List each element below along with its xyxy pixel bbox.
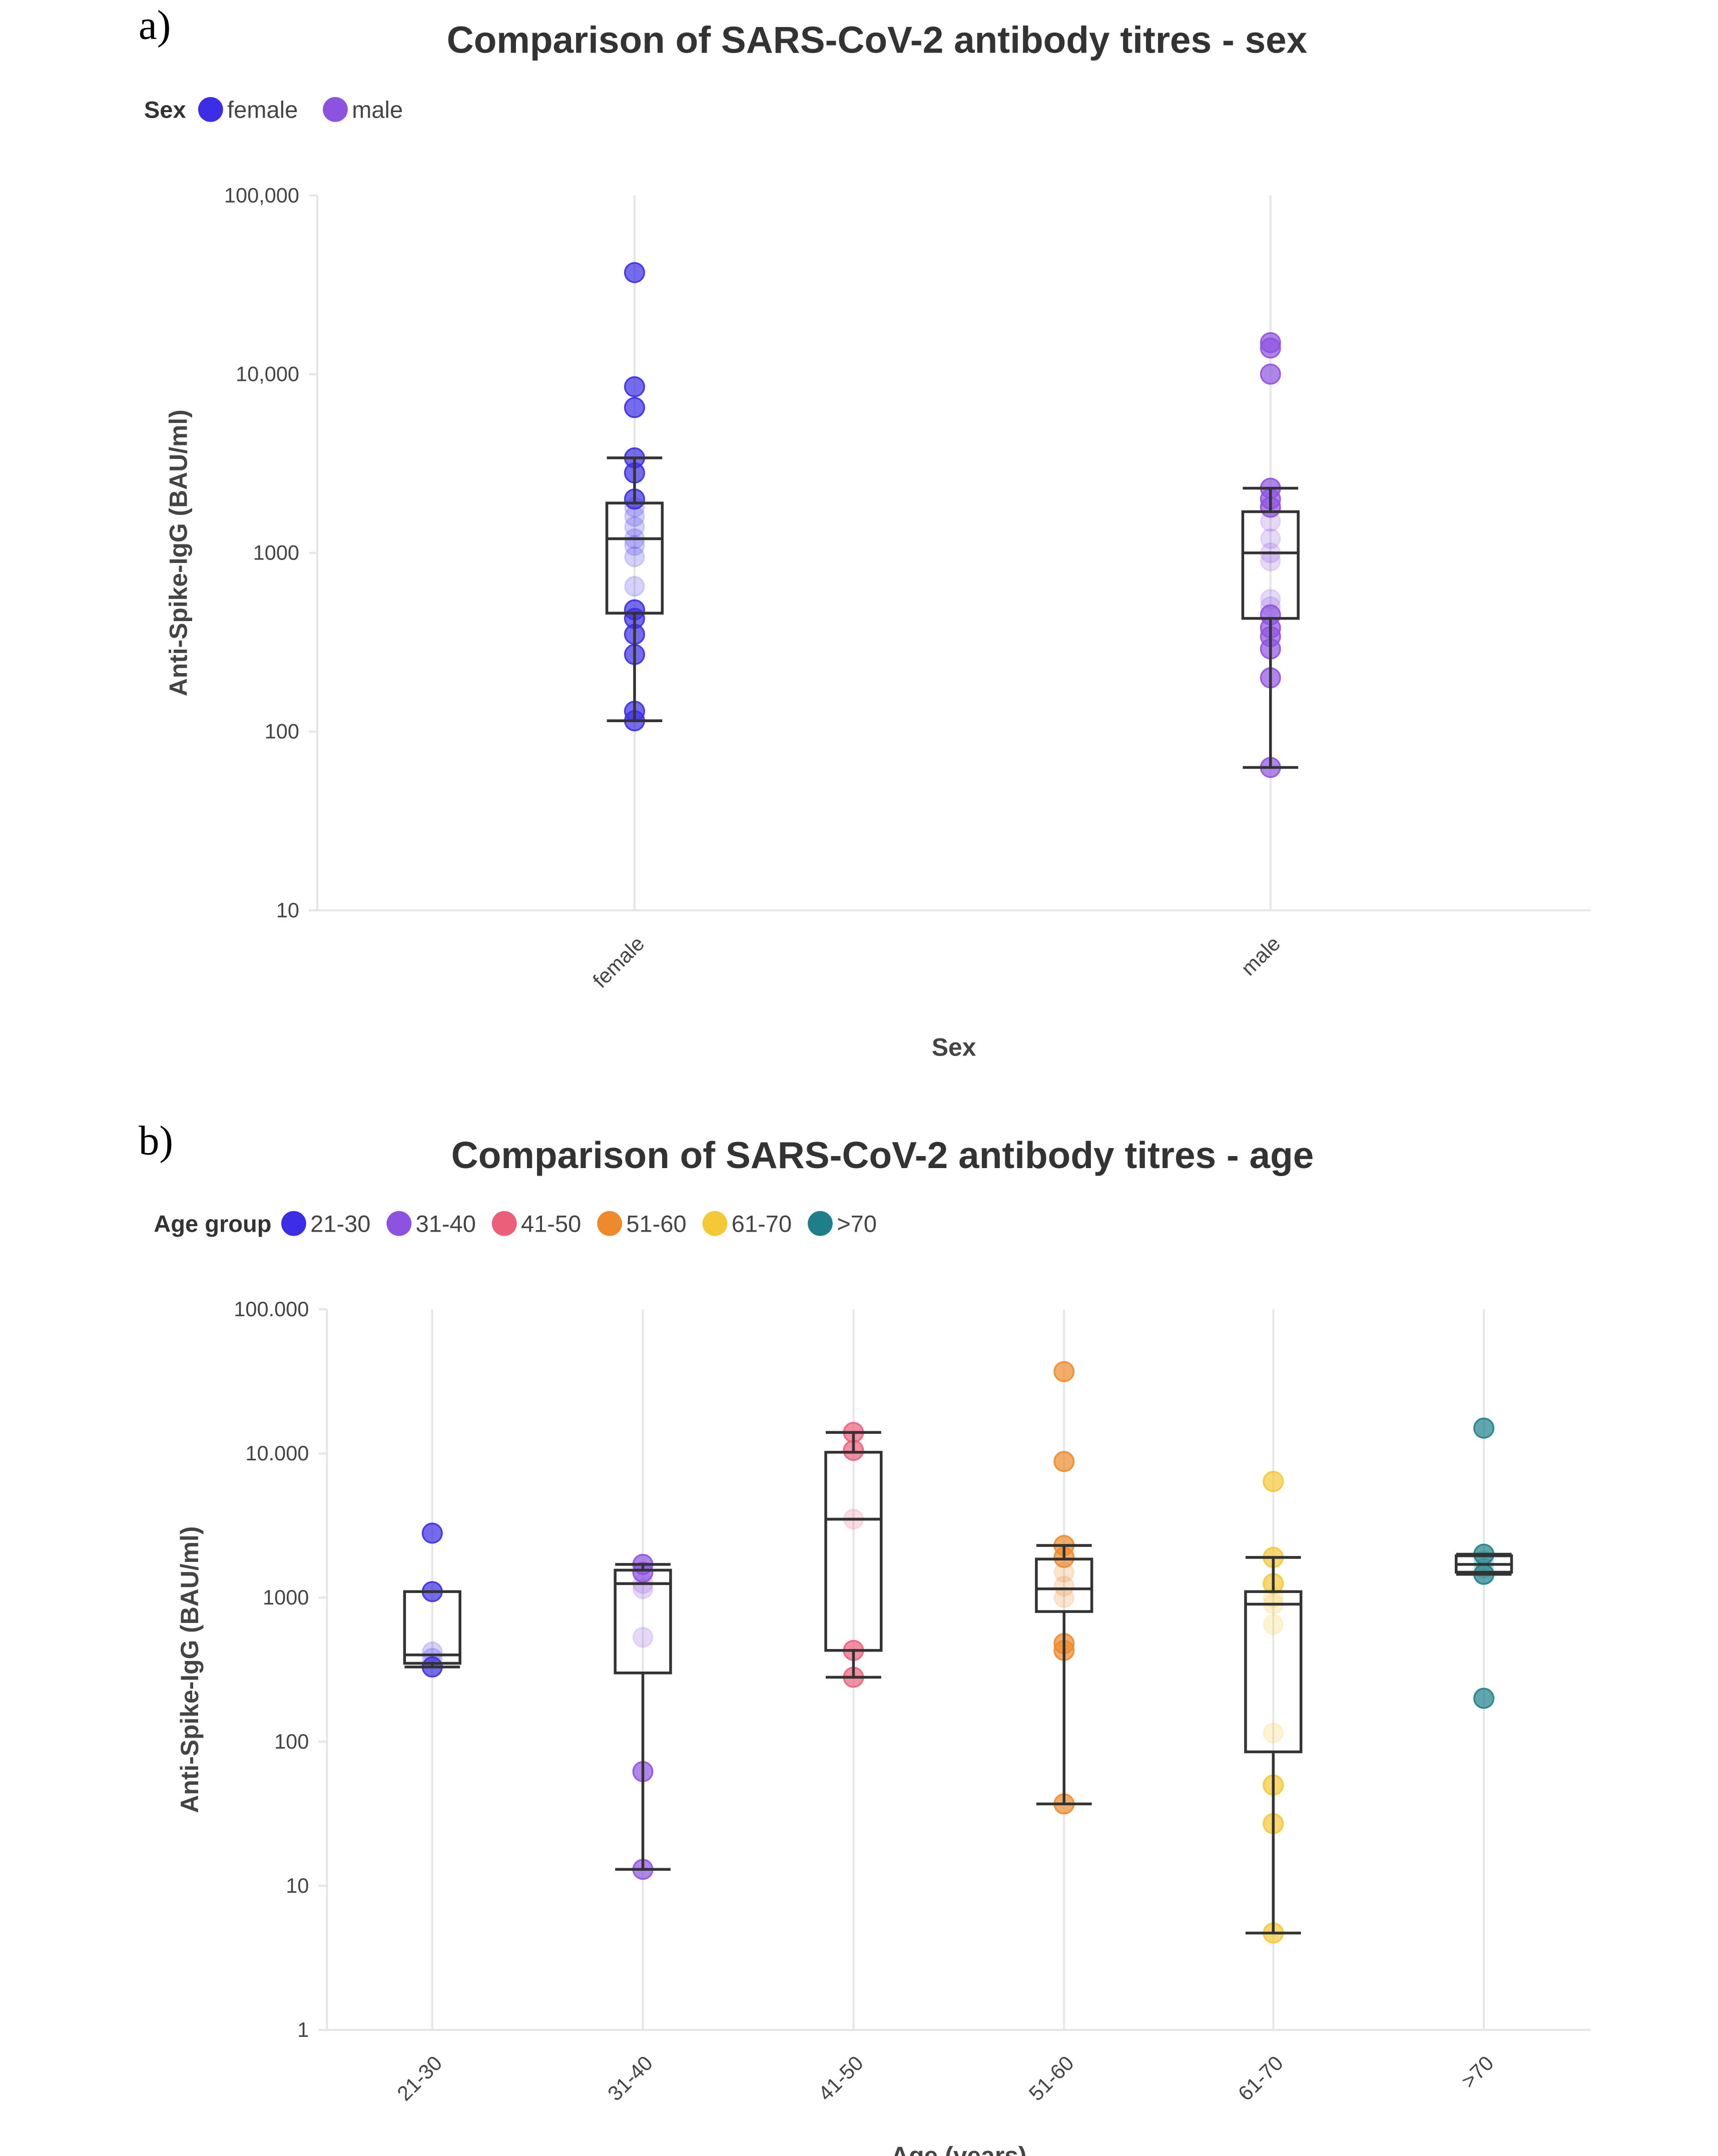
x-tick-label: 21-30 bbox=[392, 2051, 446, 2105]
y-tick-label: 10 bbox=[276, 898, 299, 922]
data-point[interactable] bbox=[624, 262, 646, 283]
data-point[interactable] bbox=[1263, 1722, 1284, 1744]
data-point[interactable] bbox=[421, 1522, 443, 1544]
legend-marker[interactable] bbox=[323, 97, 348, 122]
series-51-60 bbox=[1035, 1361, 1093, 1815]
series-female bbox=[605, 262, 664, 732]
data-point[interactable] bbox=[632, 1561, 654, 1583]
data-point[interactable] bbox=[632, 1627, 654, 1648]
data-point[interactable] bbox=[1260, 363, 1281, 385]
box-iqr[interactable] bbox=[403, 1590, 461, 1665]
x-tick-label: >70 bbox=[1457, 2051, 1498, 2092]
y-tick-label: 100.000 bbox=[234, 1297, 309, 1321]
data-point[interactable] bbox=[1260, 551, 1281, 572]
panel-label: a) bbox=[139, 2, 171, 48]
legend-marker[interactable] bbox=[491, 1211, 517, 1236]
y-tick-label: 10.000 bbox=[245, 1441, 309, 1465]
data-point[interactable] bbox=[1260, 528, 1281, 550]
data-point[interactable] bbox=[1263, 1614, 1284, 1636]
data-point[interactable] bbox=[1053, 1561, 1075, 1583]
box-iqr[interactable] bbox=[614, 1568, 672, 1675]
legend-marker[interactable] bbox=[386, 1211, 412, 1236]
x-axis-label: Sex bbox=[932, 1033, 976, 1061]
series->70 bbox=[1454, 1417, 1513, 1709]
x-tick-label: 31-40 bbox=[603, 2051, 657, 2105]
data-point[interactable] bbox=[1053, 1451, 1075, 1472]
box-iqr[interactable] bbox=[605, 501, 664, 615]
data-point[interactable] bbox=[1260, 337, 1281, 359]
x-tick-label: 61-70 bbox=[1233, 2051, 1287, 2105]
legend-label[interactable]: >70 bbox=[837, 1210, 877, 1237]
y-tick-label: 10 bbox=[286, 1874, 309, 1897]
legend-title: Age group bbox=[154, 1210, 271, 1237]
legend-label[interactable]: female bbox=[227, 96, 298, 123]
data-point[interactable] bbox=[1053, 1587, 1075, 1608]
data-point[interactable] bbox=[624, 516, 646, 537]
series-41-50 bbox=[824, 1422, 883, 1688]
legend-label[interactable]: 51-60 bbox=[626, 1210, 686, 1237]
x-tick-label: female bbox=[588, 931, 649, 992]
legend-label[interactable]: 31-40 bbox=[416, 1210, 476, 1237]
data-point[interactable] bbox=[624, 546, 646, 568]
legend-marker[interactable] bbox=[198, 97, 223, 122]
box-iqr[interactable] bbox=[824, 1451, 883, 1652]
data-point[interactable] bbox=[624, 397, 646, 418]
x-tick-label: 51-60 bbox=[1024, 2051, 1078, 2105]
legend-label[interactable]: 61-70 bbox=[732, 1210, 792, 1237]
data-point[interactable] bbox=[1473, 1417, 1495, 1439]
series-21-30 bbox=[403, 1522, 461, 1678]
y-axis-label: Anti-Spike-IgG (BAU/ml) bbox=[165, 409, 193, 696]
x-axis-label: Age (years) bbox=[891, 2142, 1026, 2156]
legend-marker[interactable] bbox=[808, 1211, 833, 1236]
data-point[interactable] bbox=[1053, 1575, 1075, 1597]
legend-marker[interactable] bbox=[702, 1211, 728, 1236]
data-point[interactable] bbox=[632, 1578, 654, 1599]
legend-title: Sex bbox=[144, 96, 186, 123]
data-point[interactable] bbox=[1053, 1361, 1075, 1382]
legend-label[interactable]: male bbox=[352, 96, 403, 123]
box-iqr[interactable] bbox=[1241, 510, 1300, 620]
chart-b: b) Comparison of SARS-CoV-2 antibody titr… bbox=[139, 1117, 1591, 2156]
y-tick-label: 1000 bbox=[253, 541, 299, 565]
x-tick-label: male bbox=[1236, 931, 1285, 980]
y-tick-label: 1000 bbox=[263, 1585, 309, 1609]
chart-title: Comparison of SARS-CoV-2 antibody titres… bbox=[447, 19, 1308, 61]
data-point[interactable] bbox=[624, 505, 646, 527]
legend-label[interactable]: 41-50 bbox=[521, 1210, 581, 1237]
data-point[interactable] bbox=[624, 534, 646, 556]
box-iqr[interactable] bbox=[1035, 1557, 1093, 1613]
y-tick-label: 10,000 bbox=[236, 362, 299, 385]
series-61-70 bbox=[1244, 1471, 1303, 1944]
data-point[interactable] bbox=[1260, 510, 1281, 532]
series-male bbox=[1241, 332, 1300, 778]
series-31-40 bbox=[614, 1553, 672, 1880]
legend-label[interactable]: 21-30 bbox=[310, 1210, 370, 1237]
y-axis-label: Anti-Spike-IgG (BAU/ml) bbox=[176, 1526, 204, 1813]
y-tick-label: 100 bbox=[265, 720, 299, 743]
y-tick-label: 1 bbox=[297, 2018, 309, 2041]
legend-marker[interactable] bbox=[597, 1211, 623, 1236]
data-point[interactable] bbox=[624, 376, 646, 397]
y-tick-label: 100 bbox=[274, 1730, 309, 1753]
panel-label: b) bbox=[139, 1117, 173, 1163]
x-tick-label: 41-50 bbox=[814, 2051, 868, 2105]
data-point[interactable] bbox=[1263, 1471, 1284, 1492]
box-iqr[interactable] bbox=[1244, 1590, 1303, 1754]
data-point[interactable] bbox=[624, 576, 646, 597]
chart-title: Comparison of SARS-CoV-2 antibody titres… bbox=[451, 1134, 1314, 1176]
legend-marker[interactable] bbox=[281, 1211, 306, 1236]
data-point[interactable] bbox=[1473, 1688, 1495, 1709]
chart-a: a) Comparison of SARS-CoV-2 antibody titr… bbox=[139, 2, 1591, 1061]
y-tick-label: 100,000 bbox=[224, 183, 299, 207]
